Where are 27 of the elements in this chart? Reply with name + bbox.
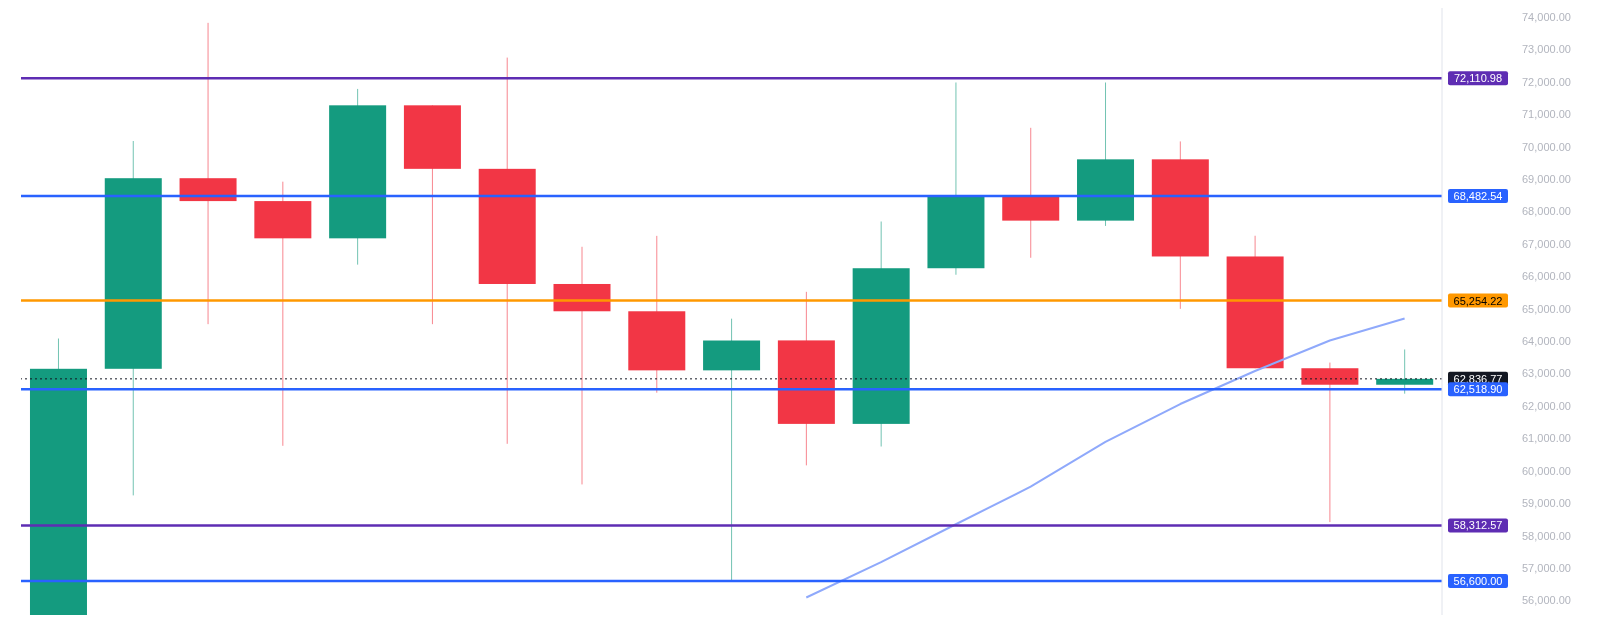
y-tick-label: 71,000.00 [1522, 108, 1571, 121]
y-tick-label: 68,000.00 [1522, 205, 1571, 218]
ref-line-label: 58,312.57 [1453, 519, 1503, 532]
y-tick-label: 60,000.00 [1522, 464, 1571, 477]
ref-line-label: 68,482.54 [1453, 189, 1503, 202]
ref-line-label: 62,836.77 [1453, 372, 1503, 385]
y-tick-label: 61,000.00 [1522, 432, 1571, 445]
ref-line-label: 72,110.98 [1453, 72, 1503, 85]
y-tick-label: 65,000.00 [1522, 302, 1571, 315]
y-tick-label: 62,000.00 [1522, 399, 1571, 412]
y-tick-label: 59,000.00 [1522, 497, 1571, 510]
line-series [805, 317, 1406, 599]
y-tick-label: 67,000.00 [1522, 237, 1571, 250]
y-tick-label: 72,000.00 [1522, 75, 1571, 88]
y-tick-label: 58,000.00 [1522, 529, 1571, 542]
ref-line-label: 56,600.00 [1453, 574, 1503, 587]
y-tick-label: 63,000.00 [1522, 367, 1571, 380]
y-tick-label: 73,000.00 [1522, 43, 1571, 56]
y-tick-label: 57,000.00 [1522, 561, 1571, 574]
ref-line-label: 65,254.22 [1453, 294, 1503, 307]
y-tick-label: 69,000.00 [1522, 173, 1571, 186]
y-tick-label: 56,000.00 [1522, 594, 1571, 607]
y-tick-label: 70,000.00 [1522, 140, 1571, 153]
y-tick-label: 74,000.00 [1522, 10, 1571, 23]
y-tick-label: 64,000.00 [1522, 335, 1571, 348]
ref-line-label: 62,518.90 [1453, 383, 1503, 396]
y-tick-label: 66,000.00 [1522, 270, 1571, 283]
